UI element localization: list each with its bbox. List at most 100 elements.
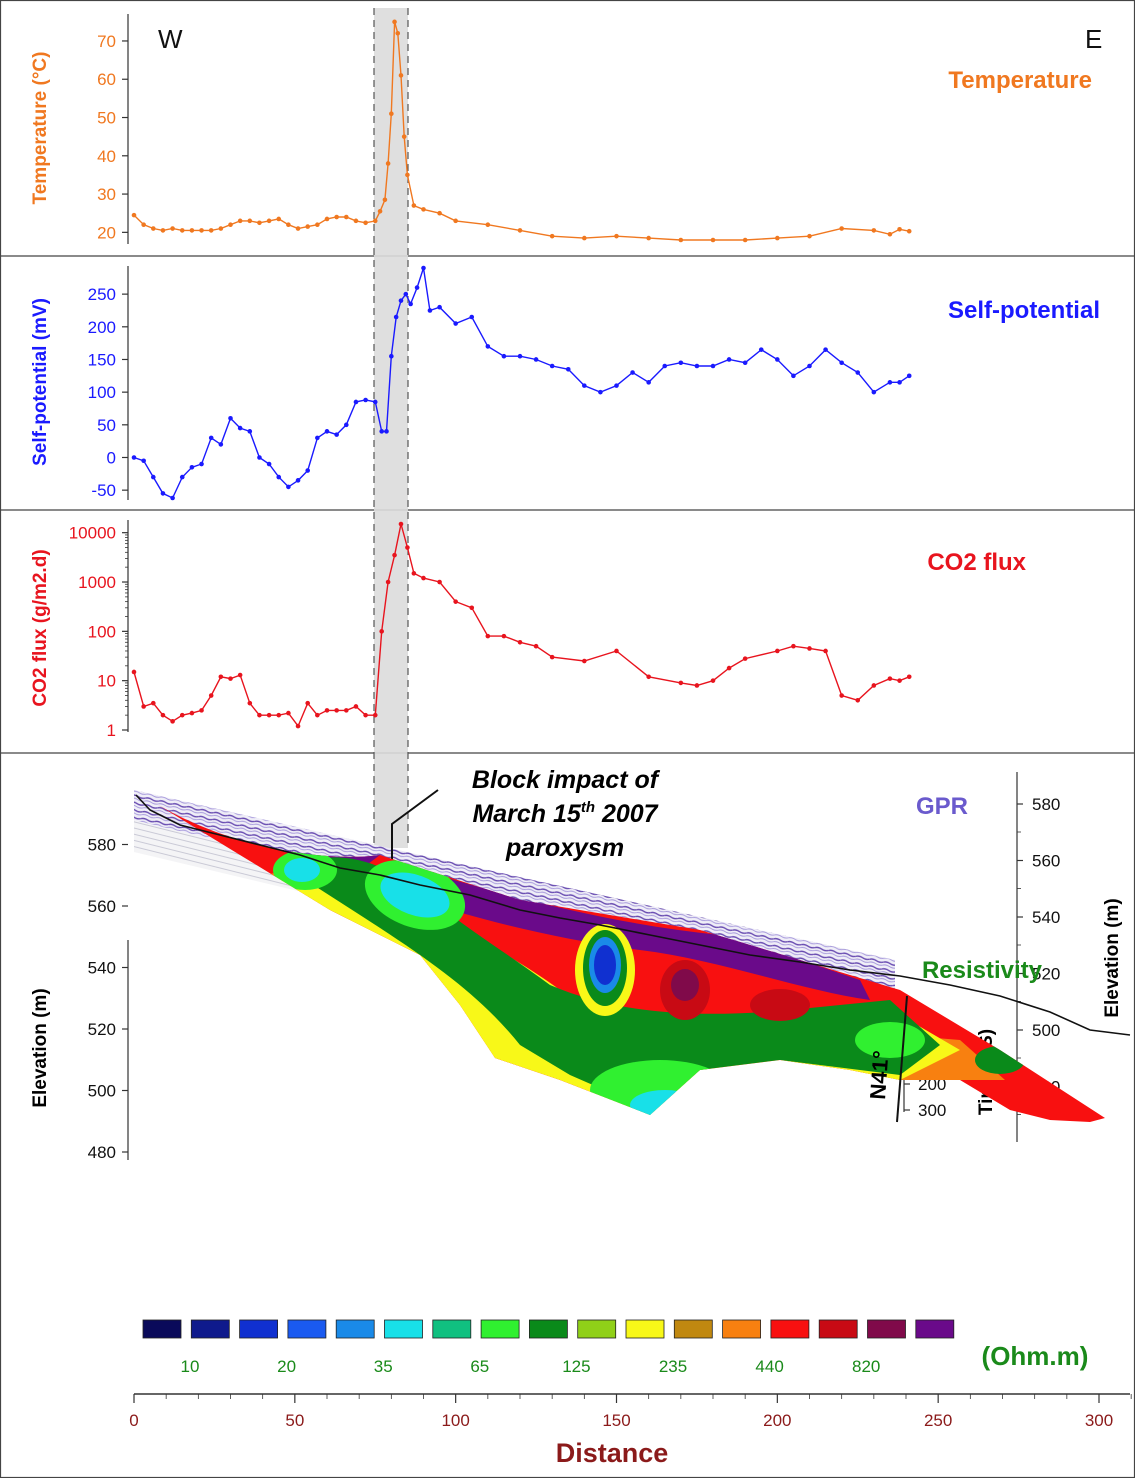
- x-tick-label: 250: [924, 1411, 952, 1430]
- data-point: [437, 579, 442, 585]
- data-point: [421, 575, 426, 581]
- legend-swatch: [867, 1319, 906, 1339]
- legend-swatch: [770, 1319, 810, 1339]
- data-point: [151, 474, 156, 480]
- data-point: [257, 712, 262, 718]
- data-point: [228, 415, 233, 421]
- legend-swatch: [577, 1319, 617, 1339]
- block-impact-date-suffix: th: [581, 799, 595, 816]
- temperature-panel: Temperature Temperature (°C) 20 30 40 50 60 7…: [30, 14, 1092, 244]
- data-point: [392, 19, 397, 25]
- data-point: [906, 373, 912, 379]
- y-tick-label: 60: [97, 70, 116, 89]
- left-elev-tick-label: 480: [88, 1143, 116, 1162]
- data-point: [344, 708, 349, 713]
- data-point: [646, 235, 651, 241]
- data-point: [742, 237, 748, 243]
- data-point: [305, 468, 311, 473]
- data-point: [791, 643, 796, 649]
- data-point: [353, 704, 359, 709]
- block-impact-line-3: paroxysm: [505, 834, 624, 862]
- y-tick-label: 150: [88, 350, 116, 369]
- data-point: [855, 698, 861, 703]
- data-point: [871, 683, 877, 688]
- y-tick-label: 30: [97, 185, 116, 204]
- data-point: [485, 222, 491, 227]
- data-point: [839, 226, 844, 231]
- self-potential-title: Self-potential: [948, 297, 1100, 324]
- data-point: [324, 216, 330, 222]
- data-point: [775, 235, 780, 241]
- data-point: [403, 291, 409, 297]
- data-point: [151, 226, 156, 231]
- data-point: [897, 226, 902, 232]
- data-point: [549, 363, 555, 369]
- left-elevation-ticks: 480 500 520 540 560 580: [88, 836, 128, 1162]
- data-point: [208, 435, 214, 441]
- right-elev-tick-label: 580: [1032, 795, 1060, 814]
- data-point: [384, 429, 389, 434]
- temperature-y-ticks: 20 30 40 50 60 70: [97, 32, 128, 242]
- temperature-y-label: Temperature (°C): [30, 52, 51, 205]
- data-point: [678, 237, 684, 243]
- res-darkred-2: [750, 989, 810, 1021]
- data-point: [726, 665, 732, 671]
- data-point: [405, 172, 410, 178]
- data-point: [228, 222, 233, 227]
- data-point: [208, 693, 214, 698]
- data-point: [363, 220, 368, 226]
- data-point: [742, 360, 748, 366]
- data-point: [247, 429, 253, 434]
- y-tick-label: 40: [97, 147, 116, 166]
- data-point: [305, 700, 311, 706]
- strike-line: [896, 995, 908, 1123]
- x-tick-label: 0: [129, 1411, 138, 1430]
- data-point: [437, 210, 442, 216]
- right-elev-tick-label: 520: [1032, 965, 1060, 984]
- data-point: [411, 203, 417, 208]
- block-impact-date: March 15: [472, 800, 581, 828]
- y-tick-label: 10000: [69, 524, 116, 543]
- data-point: [662, 363, 668, 369]
- data-point: [710, 363, 716, 369]
- data-point: [565, 366, 571, 372]
- data-point: [517, 639, 523, 645]
- data-point: [266, 712, 272, 718]
- legend-swatch: [432, 1319, 472, 1339]
- data-point: [385, 161, 391, 166]
- res-green-bottom: [590, 1060, 730, 1120]
- data-point: [871, 228, 877, 233]
- legend-label: 65: [470, 1357, 489, 1376]
- data-point: [295, 723, 301, 729]
- data-point: [453, 599, 458, 604]
- data-point: [694, 363, 700, 369]
- data-point: [501, 353, 507, 359]
- west-label: W: [158, 24, 183, 54]
- data-point: [726, 357, 732, 362]
- res-green-east-far: [855, 1022, 925, 1058]
- data-point: [295, 226, 301, 231]
- data-point: [582, 235, 587, 241]
- data-point: [179, 228, 185, 233]
- data-point: [393, 314, 399, 320]
- data-point: [334, 708, 339, 713]
- y-tick-label: -50: [91, 481, 116, 500]
- y-tick-label: 70: [97, 32, 116, 51]
- data-point: [906, 228, 912, 234]
- y-tick-label: 200: [88, 318, 116, 337]
- data-point: [276, 216, 282, 222]
- self-potential-series: [131, 265, 912, 501]
- data-point: [897, 380, 902, 385]
- legend-label: 440: [755, 1357, 783, 1376]
- left-elev-tick-label: 500: [88, 1082, 116, 1101]
- data-point: [549, 654, 555, 660]
- data-point: [678, 360, 684, 366]
- right-elev-tick-label: 500: [1032, 1021, 1060, 1040]
- data-point: [257, 220, 262, 226]
- data-point: [839, 360, 844, 366]
- data-point: [533, 357, 539, 362]
- strike-label: N41°: [865, 1050, 893, 1101]
- data-point: [678, 680, 684, 686]
- data-point: [286, 710, 291, 716]
